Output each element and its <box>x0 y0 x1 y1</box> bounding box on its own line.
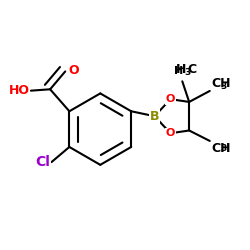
Text: 3: 3 <box>220 82 226 91</box>
Text: B: B <box>150 110 159 123</box>
Text: CH: CH <box>211 142 231 155</box>
Text: Cl: Cl <box>35 155 50 169</box>
Text: C: C <box>188 64 197 76</box>
Text: H: H <box>174 66 184 76</box>
Text: O: O <box>68 64 78 76</box>
Text: 3: 3 <box>220 144 226 153</box>
Text: CH: CH <box>211 76 231 90</box>
Text: 3: 3 <box>184 68 191 78</box>
Text: H: H <box>176 64 186 76</box>
Text: O: O <box>166 94 175 104</box>
Text: HO: HO <box>8 84 29 97</box>
Text: O: O <box>166 128 175 138</box>
